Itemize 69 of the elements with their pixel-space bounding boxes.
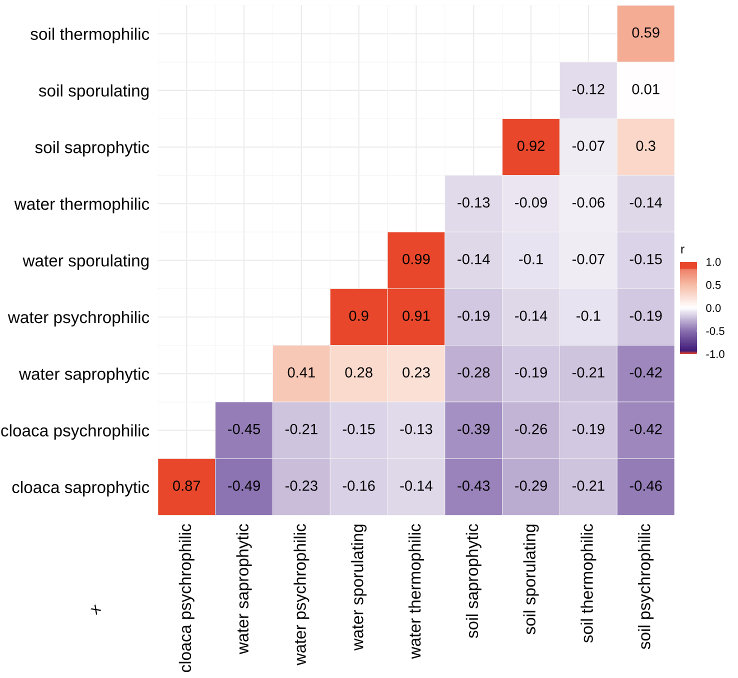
data-label: 0.59 [632, 27, 660, 38]
data-label: -0.14 [400, 480, 432, 491]
data-label: -0.15 [342, 424, 375, 434]
data-label: -0.19 [572, 424, 604, 434]
data-label: -0.09 [515, 197, 547, 208]
data-label: -0.28 [458, 367, 490, 378]
data-label: -0.07 [572, 140, 604, 151]
data-label: -0.1 [576, 310, 600, 321]
y-tick-label: water saprophytic [18, 368, 150, 384]
color-bar-label: 1.0 [706, 258, 721, 266]
data-label: -0.39 [458, 424, 490, 434]
x-tick-label: soil saprophytic [466, 524, 482, 638]
data-label: 0.99 [402, 254, 430, 264]
data-label: -0.14 [515, 310, 548, 321]
data-label: -0.19 [515, 367, 547, 378]
data-label: 0.9 [349, 310, 368, 321]
y-tick-label: cloaca saprophytic [12, 480, 150, 496]
y-tick-label: cloaca psychrophilic [1, 424, 150, 440]
y-tick-label: soil thermophilic [30, 28, 150, 44]
data-label: 0.91 [402, 310, 430, 321]
data-label: -0.14 [458, 254, 490, 264]
data-label: 0.87 [173, 480, 200, 491]
data-label: -0.07 [572, 254, 604, 264]
y-tick-label: soil sporulating [38, 84, 149, 100]
x-axis-title: x [90, 604, 102, 616]
data-label: -0.19 [630, 310, 662, 321]
y-tick-label: water thermophilic [14, 198, 150, 214]
data-label: -0.49 [228, 480, 260, 491]
data-label: -0.21 [572, 367, 604, 378]
data-label: -0.43 [458, 480, 490, 491]
data-label: -0.21 [285, 424, 318, 434]
x-tick-label: water thermophilic [408, 524, 424, 659]
data-label: -0.13 [458, 197, 490, 208]
data-label: -0.16 [342, 480, 375, 491]
data-label: -0.21 [572, 480, 604, 491]
data-label: -0.12 [572, 84, 604, 94]
data-label: 0.92 [517, 140, 544, 151]
y-tick-label: soil saprophytic [35, 141, 150, 157]
data-label: -0.29 [515, 480, 547, 491]
data-label: -0.26 [515, 424, 548, 434]
color-bar-title: r [681, 246, 684, 254]
data-label: -0.13 [400, 424, 432, 434]
color-bar-label: 0.5 [706, 281, 721, 289]
data-label: -0.1 [519, 254, 543, 264]
data-label: 0.3 [636, 140, 656, 151]
x-tick-label: soil sporulating [523, 524, 539, 634]
data-label: -0.19 [458, 310, 490, 321]
data-label: -0.15 [630, 254, 662, 264]
color-bar-label: -1.0 [706, 350, 724, 358]
x-tick-label: soil thermophilic [580, 524, 596, 643]
data-label: 0.23 [402, 367, 430, 378]
data-label: -0.42 [630, 367, 662, 378]
x-tick-label: water psychrophilic [294, 524, 310, 666]
data-label: -0.42 [630, 424, 662, 434]
x-tick-label: water sporulating [351, 524, 367, 651]
x-tick-label: water saprophytic [236, 524, 252, 654]
color-bar-label: -0.5 [706, 327, 724, 335]
data-label: 0.28 [345, 367, 372, 378]
data-label: -0.06 [572, 197, 604, 208]
data-label: -0.23 [285, 480, 318, 491]
y-tick-label: water sporulating [22, 254, 149, 270]
data-label: -0.14 [630, 197, 662, 208]
color-bar-label: 0.0 [706, 304, 721, 312]
data-label: 0.01 [632, 84, 660, 94]
x-tick-label: soil psychrophilic [638, 524, 654, 650]
y-tick-label: water psychrophilic [8, 310, 150, 326]
data-label: 0.41 [288, 367, 315, 378]
data-label: -0.46 [630, 480, 662, 491]
data-label: -0.45 [228, 424, 260, 434]
